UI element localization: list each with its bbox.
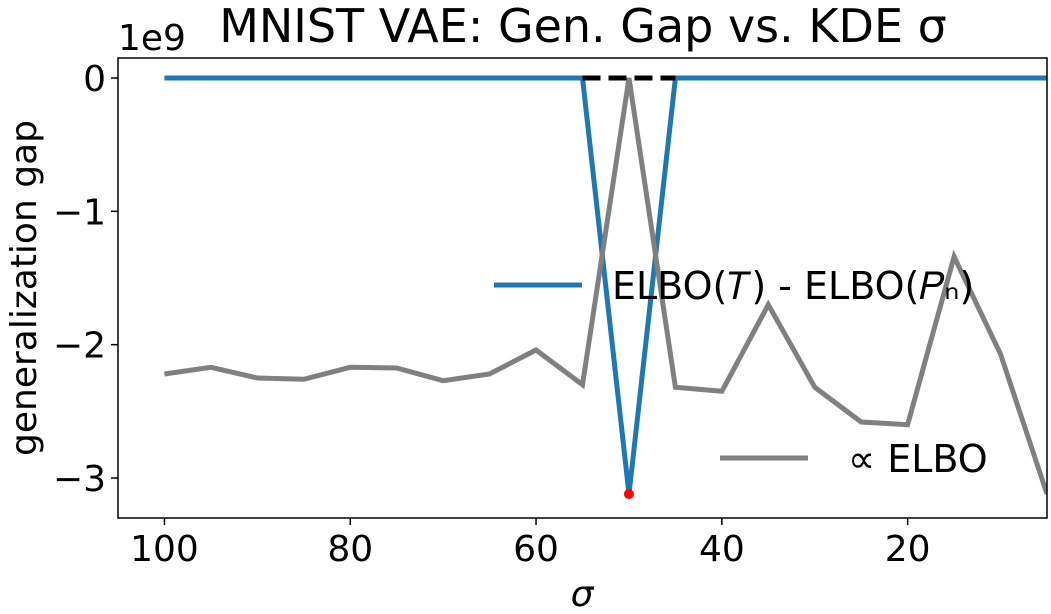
- x-tick-label: 20: [885, 529, 931, 570]
- series-line-proportional-elbo: [164, 77, 1047, 495]
- y-axis-label: generalization gap: [4, 120, 45, 456]
- chart-title: MNIST VAE: Gen. Gap vs. KDE σ: [219, 0, 947, 53]
- x-tick-label: 100: [130, 529, 199, 570]
- y-tick-label: −1: [53, 192, 106, 233]
- axes-frame: [117, 57, 1048, 519]
- series-line-elbo-gap: [164, 75, 1047, 495]
- legend-label-elbo-gap: ELBO(𝑇) - ELBO(𝑃ₙ): [612, 264, 974, 308]
- y-tick-label: −3: [53, 459, 106, 500]
- axes: 100 80 60 40 20 0 −1 −2 −3: [53, 57, 1048, 570]
- legend: ELBO(𝑇) - ELBO(𝑃ₙ) ∝ ELBO: [494, 264, 988, 481]
- y-offset-label: 1e9: [118, 18, 186, 59]
- x-tick-label: 60: [513, 529, 559, 570]
- x-tick-label: 80: [327, 529, 373, 570]
- y-tick-label: −2: [53, 326, 106, 367]
- legend-label-proportional-elbo: ∝ ELBO: [848, 437, 988, 481]
- x-tick-label: 40: [699, 529, 745, 570]
- minimum-marker: [623, 489, 634, 499]
- plot-area: [164, 75, 1047, 499]
- x-axis-label: σ: [571, 574, 595, 614]
- y-tick-label: 0: [83, 59, 106, 100]
